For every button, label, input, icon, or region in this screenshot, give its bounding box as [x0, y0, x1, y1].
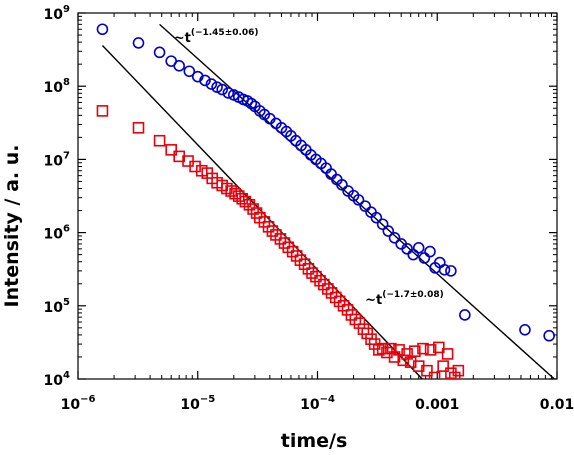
data-point-circle	[336, 178, 348, 191]
data-point-square	[306, 267, 318, 279]
data-point-square	[266, 225, 279, 237]
fit-label-2: ~t(−1.7±0.08)	[365, 290, 444, 308]
data-point-square	[337, 299, 350, 312]
series-1	[96, 23, 555, 342]
data-point-square	[428, 371, 441, 379]
y-tick-label: 107	[44, 150, 70, 169]
data-point-square	[401, 348, 413, 360]
data-point-square	[132, 122, 145, 134]
series-layer	[96, 23, 555, 379]
data-point-circle	[370, 211, 383, 224]
data-point-circle	[205, 78, 218, 90]
data-point-square	[404, 356, 417, 368]
data-point-square	[437, 360, 449, 372]
data-point-square	[421, 364, 433, 377]
data-point-circle	[183, 65, 196, 78]
data-point-square	[153, 134, 166, 147]
data-point-square	[349, 313, 362, 326]
data-point-circle	[445, 265, 457, 277]
data-point-square	[322, 283, 334, 295]
y-tick-label: 109	[44, 4, 70, 23]
data-point-circle	[543, 329, 555, 342]
fit-lines: ~t(−1.45±0.06) ~t(−1.7±0.08)	[101, 23, 555, 379]
y-tick-label: 104	[44, 370, 70, 389]
data-point-square	[397, 354, 410, 367]
data-point-circle	[173, 59, 186, 72]
data-point-circle	[459, 309, 471, 321]
series-2	[96, 105, 465, 379]
x-tick-label: 10−6	[61, 394, 96, 413]
y-tick-label: 106	[44, 224, 70, 243]
plot-border	[77, 12, 558, 380]
data-point-square	[385, 342, 397, 355]
data-point-square	[236, 192, 248, 205]
x-tick-label: 0.001	[415, 397, 459, 413]
data-point-circle	[96, 23, 109, 36]
y-axis: 104 105 106 107 108 109	[44, 4, 557, 389]
x-tick-label: 10−5	[180, 394, 215, 413]
data-point-square	[353, 317, 366, 329]
data-point-square	[294, 254, 307, 266]
data-point-square	[432, 341, 445, 354]
data-point-circle	[388, 231, 401, 244]
data-point-circle	[245, 97, 258, 110]
data-point-square	[409, 345, 421, 357]
data-point-square	[452, 364, 465, 377]
data-point-circle	[401, 243, 413, 255]
data-point-square	[417, 342, 429, 355]
data-point-square	[424, 344, 437, 356]
data-point-circle	[222, 87, 235, 99]
fit-label-1: ~t(−1.45±0.06)	[174, 28, 259, 46]
data-point-circle	[382, 225, 395, 237]
data-point-circle	[199, 74, 211, 87]
data-point-square	[239, 195, 252, 208]
data-point-circle	[132, 37, 145, 49]
data-point-square	[310, 270, 322, 283]
data-point-square	[314, 274, 326, 287]
data-point-square	[441, 348, 454, 360]
x-tick-label: 0.01	[540, 397, 574, 413]
data-point-circle	[412, 241, 425, 254]
y-tick-label: 108	[44, 77, 70, 96]
data-point-square	[448, 371, 461, 379]
data-point-square	[247, 203, 259, 215]
data-point-circle	[352, 194, 365, 206]
x-axis-title: time/s	[281, 430, 348, 452]
fit-line-1	[159, 23, 555, 379]
plot-area	[77, 12, 558, 380]
data-point-circle	[424, 245, 436, 258]
data-point-square	[96, 105, 109, 117]
x-tick-label: 10−4	[300, 394, 335, 413]
y-tick-label: 105	[44, 297, 70, 316]
data-point-square	[329, 291, 342, 304]
data-point-circle	[418, 252, 431, 264]
x-axis: 10−6 10−5 10−4 0.001 0.01	[61, 13, 574, 413]
data-point-square	[165, 144, 177, 156]
data-point-square	[274, 233, 287, 245]
data-point-square	[372, 344, 385, 356]
data-point-circle	[153, 46, 166, 59]
data-point-circle	[359, 200, 371, 212]
data-point-circle	[438, 264, 451, 276]
y-axis-title: Intensity / a. u.	[1, 145, 23, 308]
data-point-circle	[519, 324, 531, 336]
data-point-circle	[216, 83, 228, 96]
data-point-circle	[376, 218, 389, 231]
